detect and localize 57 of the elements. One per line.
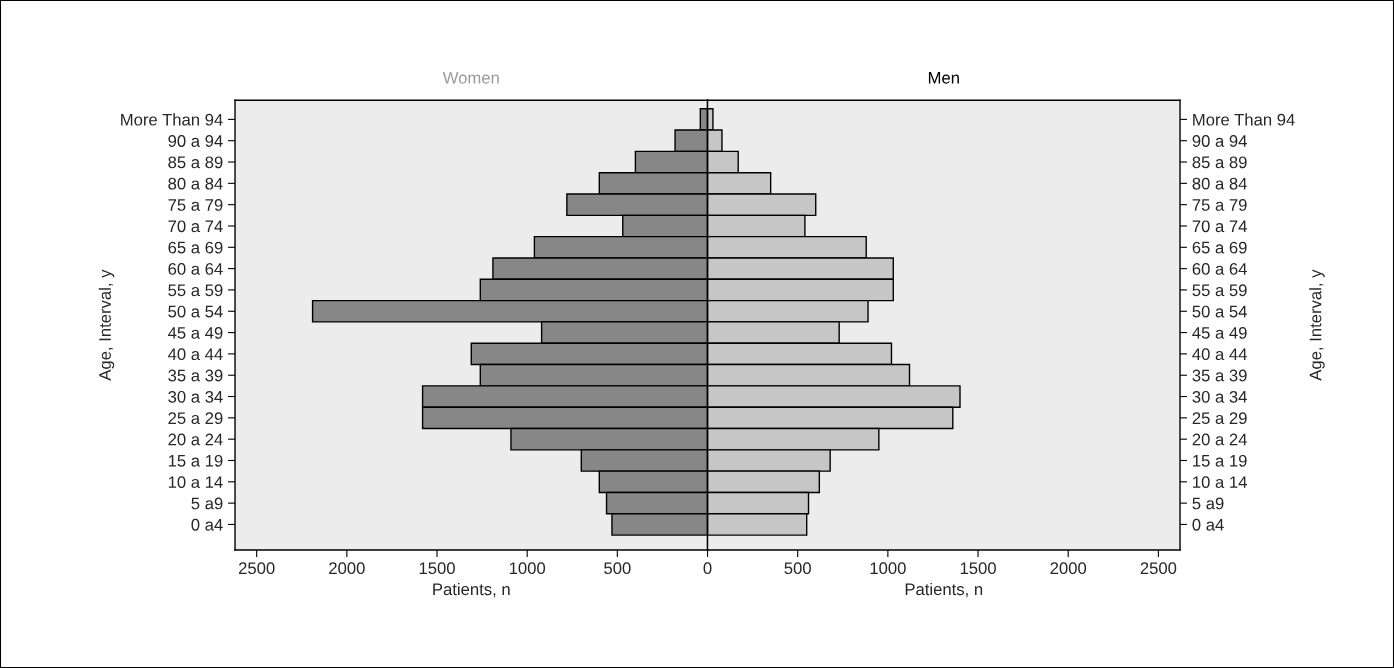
y-tick-label: 85 a 89 bbox=[1192, 156, 1247, 169]
y-tick-label: 50 a 54 bbox=[1192, 305, 1247, 318]
y-tick-label: 15 a 19 bbox=[168, 454, 223, 467]
y-tick-label: 20 a 24 bbox=[1192, 433, 1247, 446]
x-axis-title: Patients, n bbox=[905, 582, 983, 598]
x-tick-label: 1500 bbox=[960, 562, 996, 575]
y-tick-label: 35 a 39 bbox=[1192, 369, 1247, 382]
chart-title: Women bbox=[442, 72, 499, 84]
x-tick-label: 2500 bbox=[238, 562, 275, 575]
x-tick-label: 2500 bbox=[1140, 562, 1177, 575]
y-tick-label: 55 a 59 bbox=[168, 284, 223, 297]
y-tick-label: 70 a 74 bbox=[1192, 220, 1247, 233]
y-tick-label: 75 a 79 bbox=[168, 199, 223, 211]
y-tick-label: 30 a 34 bbox=[1192, 390, 1247, 403]
x-tick-label: 1500 bbox=[419, 562, 455, 575]
y-tick-label: 75 a 79 bbox=[1192, 199, 1247, 211]
y-tick-label: 35 a 39 bbox=[168, 369, 223, 382]
y-tick-label: 65 a 69 bbox=[1192, 241, 1247, 254]
y-tick-label: 70 a 74 bbox=[168, 220, 223, 233]
y-tick-label: 25 a 29 bbox=[168, 412, 223, 425]
chart-title: Men bbox=[928, 72, 959, 84]
y-tick-label: 50 a 54 bbox=[168, 305, 223, 318]
y-tick-label: 5 a9 bbox=[1192, 497, 1224, 510]
y-tick-label: 0 a4 bbox=[1192, 518, 1224, 531]
x-tick-label: 2000 bbox=[1050, 562, 1087, 575]
x-tick-label: 500 bbox=[604, 562, 631, 575]
y-tick-label: More Than 94 bbox=[121, 113, 223, 126]
x-tick-label: 0 bbox=[703, 562, 712, 575]
y-tick-label: 60 a 64 bbox=[168, 263, 223, 275]
x-tick-label: 500 bbox=[784, 562, 811, 575]
y-tick-label: 40 a 44 bbox=[168, 348, 223, 361]
y-tick-label: 15 a 19 bbox=[1193, 454, 1247, 467]
y-tick-label: 80 a 84 bbox=[168, 177, 223, 190]
x-tick-label: 2000 bbox=[329, 562, 365, 575]
y-tick-label: 5 a9 bbox=[191, 497, 223, 510]
y-tick-label: 60 a 64 bbox=[1192, 263, 1247, 275]
y-axis-title: Age, Interval, y bbox=[98, 269, 115, 381]
y-tick-label: 10 a 14 bbox=[1193, 476, 1247, 489]
y-tick-label: 30 a 34 bbox=[168, 390, 223, 403]
y-tick-label: 55 a 59 bbox=[1192, 284, 1247, 297]
x-axis-title: Patients, n bbox=[433, 582, 510, 598]
y-axis-title: Age, Interval, y bbox=[1309, 269, 1325, 381]
x-tick-label: 1000 bbox=[870, 562, 906, 575]
y-tick-label: More Than 94 bbox=[1193, 113, 1295, 126]
x-tick-label: 1000 bbox=[509, 562, 546, 575]
y-tick-label: 45 a 49 bbox=[1192, 326, 1247, 339]
y-tick-label: 45 a 49 bbox=[168, 326, 223, 339]
y-tick-label: 0 a4 bbox=[191, 518, 223, 531]
y-tick-label: 65 a 69 bbox=[168, 241, 223, 254]
y-tick-label: 25 a 29 bbox=[1192, 412, 1247, 425]
y-tick-label: 90 a 94 bbox=[168, 135, 223, 147]
y-tick-label: 85 a 89 bbox=[168, 156, 223, 169]
y-tick-label: 20 a 24 bbox=[168, 433, 223, 446]
y-tick-label: 80 a 84 bbox=[1192, 177, 1247, 190]
y-tick-label: 40 a 44 bbox=[1192, 348, 1247, 361]
y-tick-label: 10 a 14 bbox=[168, 476, 223, 489]
y-tick-label: 90 a 94 bbox=[1192, 135, 1247, 147]
